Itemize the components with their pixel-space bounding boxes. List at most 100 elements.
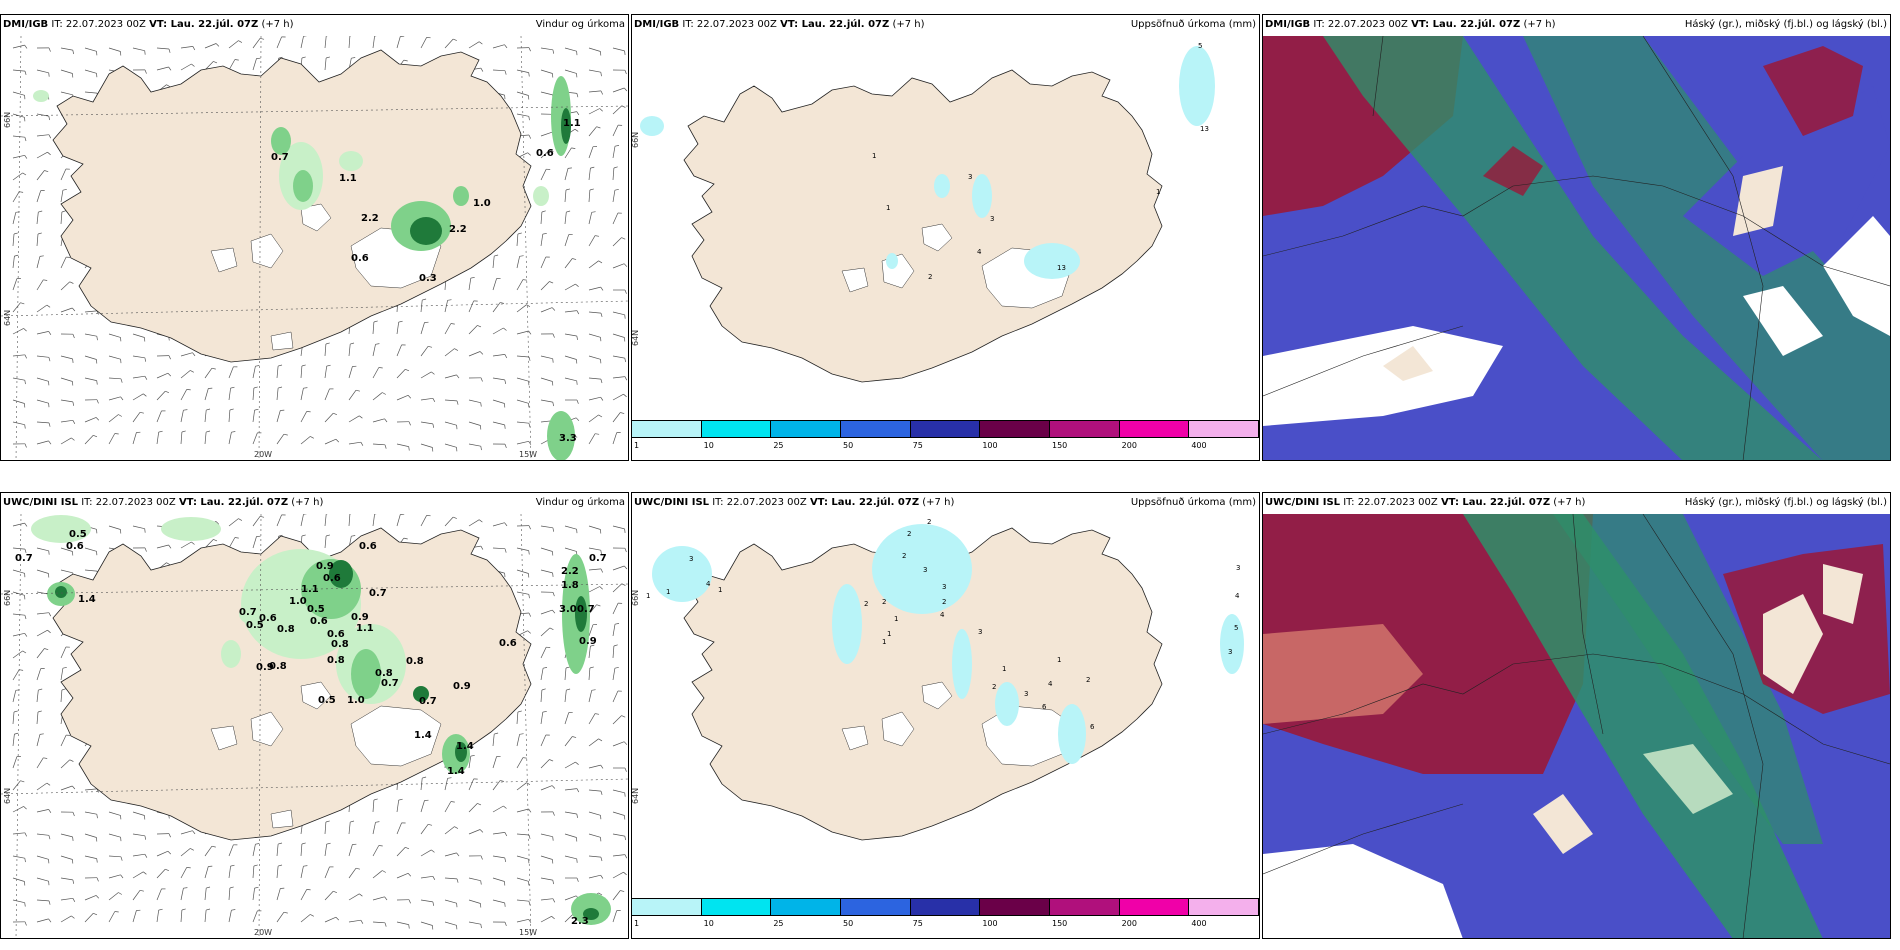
map-svg: [1263, 514, 1890, 938]
wind-barb-flag: [494, 254, 499, 257]
wind-barb-flag: [61, 688, 66, 691]
panel-dmi-clouds: DMI/IGB IT: 22.07.2023 00Z VT: Lau. 22.j…: [1262, 14, 1891, 461]
wind-barb-flag: [168, 355, 171, 360]
wind-barb: [516, 918, 529, 923]
product-title: Uppsöfnuð úrkoma (mm): [1130, 19, 1256, 30]
precip-values: 0.7 1.1 2.2 1.0 0.6 2.2 0.6 0.3 1.1 3.3: [271, 118, 581, 444]
wind-barb-flag: [456, 374, 460, 379]
wind-barb-flag: [527, 152, 531, 156]
wind-barb-flag: [39, 255, 44, 257]
wind-barb-flag: [575, 283, 579, 287]
wind-barb: [540, 355, 553, 360]
wind-barb: [156, 888, 162, 901]
wind-barb-flag: [519, 733, 524, 735]
wind-barb: [564, 788, 577, 791]
wind-barb-flag: [614, 666, 619, 669]
accum-shading: [652, 524, 1244, 764]
svg-text:0.6: 0.6: [310, 616, 328, 627]
lat-label: 64N: [3, 787, 12, 804]
wind-barb: [12, 613, 25, 616]
svg-text:1: 1: [886, 204, 890, 212]
wind-barb-flag: [407, 395, 412, 399]
wind-barb-flag: [96, 336, 98, 341]
map-wind-precip: 0.5 0.6 0.7 0.6 0.9 1.4 0.7 0.5 0.8 0.9 …: [1, 514, 628, 938]
wind-barb: [156, 66, 169, 71]
lat-label: 66N: [3, 111, 12, 128]
wind-barb: [324, 438, 337, 445]
wind-barb: [252, 38, 261, 49]
wind-barb-flag: [480, 446, 482, 451]
wind-barb: [492, 44, 505, 49]
wind-barb: [36, 256, 41, 269]
product-title: Háský (gr.), miðský (fj.bl.) og lágský (…: [1684, 19, 1887, 30]
wind-barb-flag: [72, 836, 74, 841]
wind-barb: [36, 690, 39, 703]
wind-barb: [180, 46, 193, 49]
wind-barb-flag: [456, 878, 459, 883]
lat-label: 64N: [631, 329, 640, 346]
wind-barb-flag: [206, 908, 211, 911]
wind-barb-flag: [206, 886, 211, 889]
wind-barb: [12, 256, 15, 269]
colorbar-tick: 10: [703, 919, 714, 928]
wind-barb-flag: [576, 399, 579, 404]
wind-barb-flag: [575, 761, 579, 765]
wind-barb-flag: [552, 358, 554, 363]
wind-barb: [444, 778, 448, 791]
wind-barb-flag: [260, 37, 265, 40]
wind-barb: [564, 333, 577, 337]
wind-barb: [36, 355, 49, 358]
wind-barb-flag: [447, 777, 452, 779]
wind-barb-flag: [24, 522, 28, 527]
wind-barb-flag: [254, 408, 259, 411]
wind-barb: [588, 47, 601, 52]
wind-barb: [132, 871, 144, 879]
wind-barb: [60, 547, 73, 552]
wind-barb: [300, 36, 304, 49]
wind-barb-flag: [600, 568, 604, 573]
wind-barb: [324, 890, 334, 901]
wind-barb-flag: [503, 805, 507, 809]
wind-barb-flag: [408, 924, 410, 929]
svg-text:2: 2: [1086, 676, 1090, 684]
init-time: IT: 22.07.2023 00Z: [51, 19, 146, 30]
wind-barb: [36, 547, 49, 552]
wind-barb-flag: [48, 116, 50, 121]
wind-barb-flag: [384, 896, 388, 901]
wind-barb-flag: [278, 56, 283, 59]
map-clouds: [1263, 36, 1890, 460]
wind-barb: [252, 536, 257, 549]
wind-barb-flag: [186, 389, 191, 391]
wind-barb: [372, 799, 375, 813]
wind-barb-flag: [432, 398, 436, 402]
wind-barb-flag: [504, 902, 506, 907]
wind-barb-flag: [355, 867, 360, 870]
wind-barb: [564, 258, 573, 269]
wind-barb: [276, 366, 279, 379]
colorbar-swatch: [771, 898, 841, 916]
wind-barb-flag: [541, 210, 546, 213]
wind-barb-flag: [303, 865, 308, 867]
wind-barb: [420, 515, 427, 527]
value-label: 1.1: [339, 173, 357, 184]
wind-barb-flag: [215, 43, 220, 47]
wind-barb-flag: [191, 63, 195, 67]
wind-barb: [180, 63, 192, 71]
svg-text:1.1: 1.1: [301, 584, 319, 595]
wind-barb: [180, 410, 184, 423]
wind-barb: [108, 911, 116, 923]
svg-text:4: 4: [1048, 680, 1053, 688]
wind-barb: [60, 47, 73, 51]
map-accum-precip: 5 13 1 3 1 3 1 4 2 13 66N 64N: [631, 36, 1259, 460]
wind-barb: [564, 310, 577, 313]
wind-barb: [228, 59, 236, 71]
svg-text:2: 2: [902, 552, 906, 560]
wind-barb: [12, 711, 15, 725]
wind-barb-flag: [278, 842, 283, 845]
svg-text:4: 4: [1235, 592, 1240, 600]
wind-barb: [156, 410, 162, 423]
wind-barb: [12, 399, 25, 404]
map-svg: 2 2 3 1 4 3 2 2 1 2 3 4 1 2 1 3 2 1 1 4: [646, 518, 1244, 841]
wind-barb: [492, 855, 505, 859]
wind-barb: [36, 69, 49, 74]
